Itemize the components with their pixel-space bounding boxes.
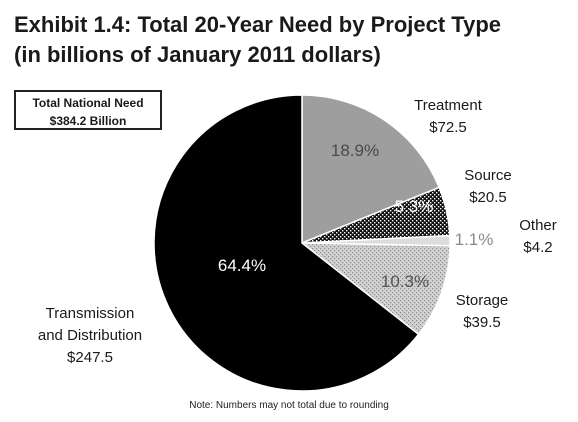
percent-label-storage: 10.3% — [381, 272, 429, 291]
value-label-other: $4.2 — [523, 239, 552, 256]
percent-label-treatment: 18.9% — [331, 141, 379, 160]
percent-label-transmission: 64.4% — [218, 256, 266, 275]
value-label-storage: $39.5 — [463, 314, 501, 331]
category-label-transmission: Transmission — [46, 305, 135, 322]
total-need-value: $384.2 Billion — [49, 114, 127, 128]
rounding-note: Note: Numbers may not total due to round… — [189, 400, 389, 411]
value-label-source: $20.5 — [469, 189, 507, 206]
pie-slice-storage — [299, 242, 451, 336]
total-need-label: Total National Need — [32, 96, 144, 110]
category-label-other: Other — [519, 217, 557, 234]
chart-subtitle: (in billions of January 2011 dollars) — [14, 42, 381, 67]
category-label-source: Source — [464, 167, 512, 184]
pie-slice-treatment — [301, 94, 441, 245]
category-label-treatment: Treatment — [414, 97, 483, 114]
total-need-box: Total National Need $384.2 Billion — [14, 90, 162, 130]
chart-title: Exhibit 1.4: Total 20-Year Need by Proje… — [14, 12, 502, 37]
value-label-transmission: $247.5 — [67, 349, 113, 366]
category-label-storage: Storage — [456, 292, 509, 309]
pie-slice-transmission — [153, 94, 420, 392]
value-label-treatment: $72.5 — [429, 119, 467, 136]
category-label-transmission: and Distribution — [38, 327, 142, 344]
percent-label-other: 1.1% — [455, 230, 494, 249]
percent-label-source: 5.3% — [395, 197, 434, 216]
